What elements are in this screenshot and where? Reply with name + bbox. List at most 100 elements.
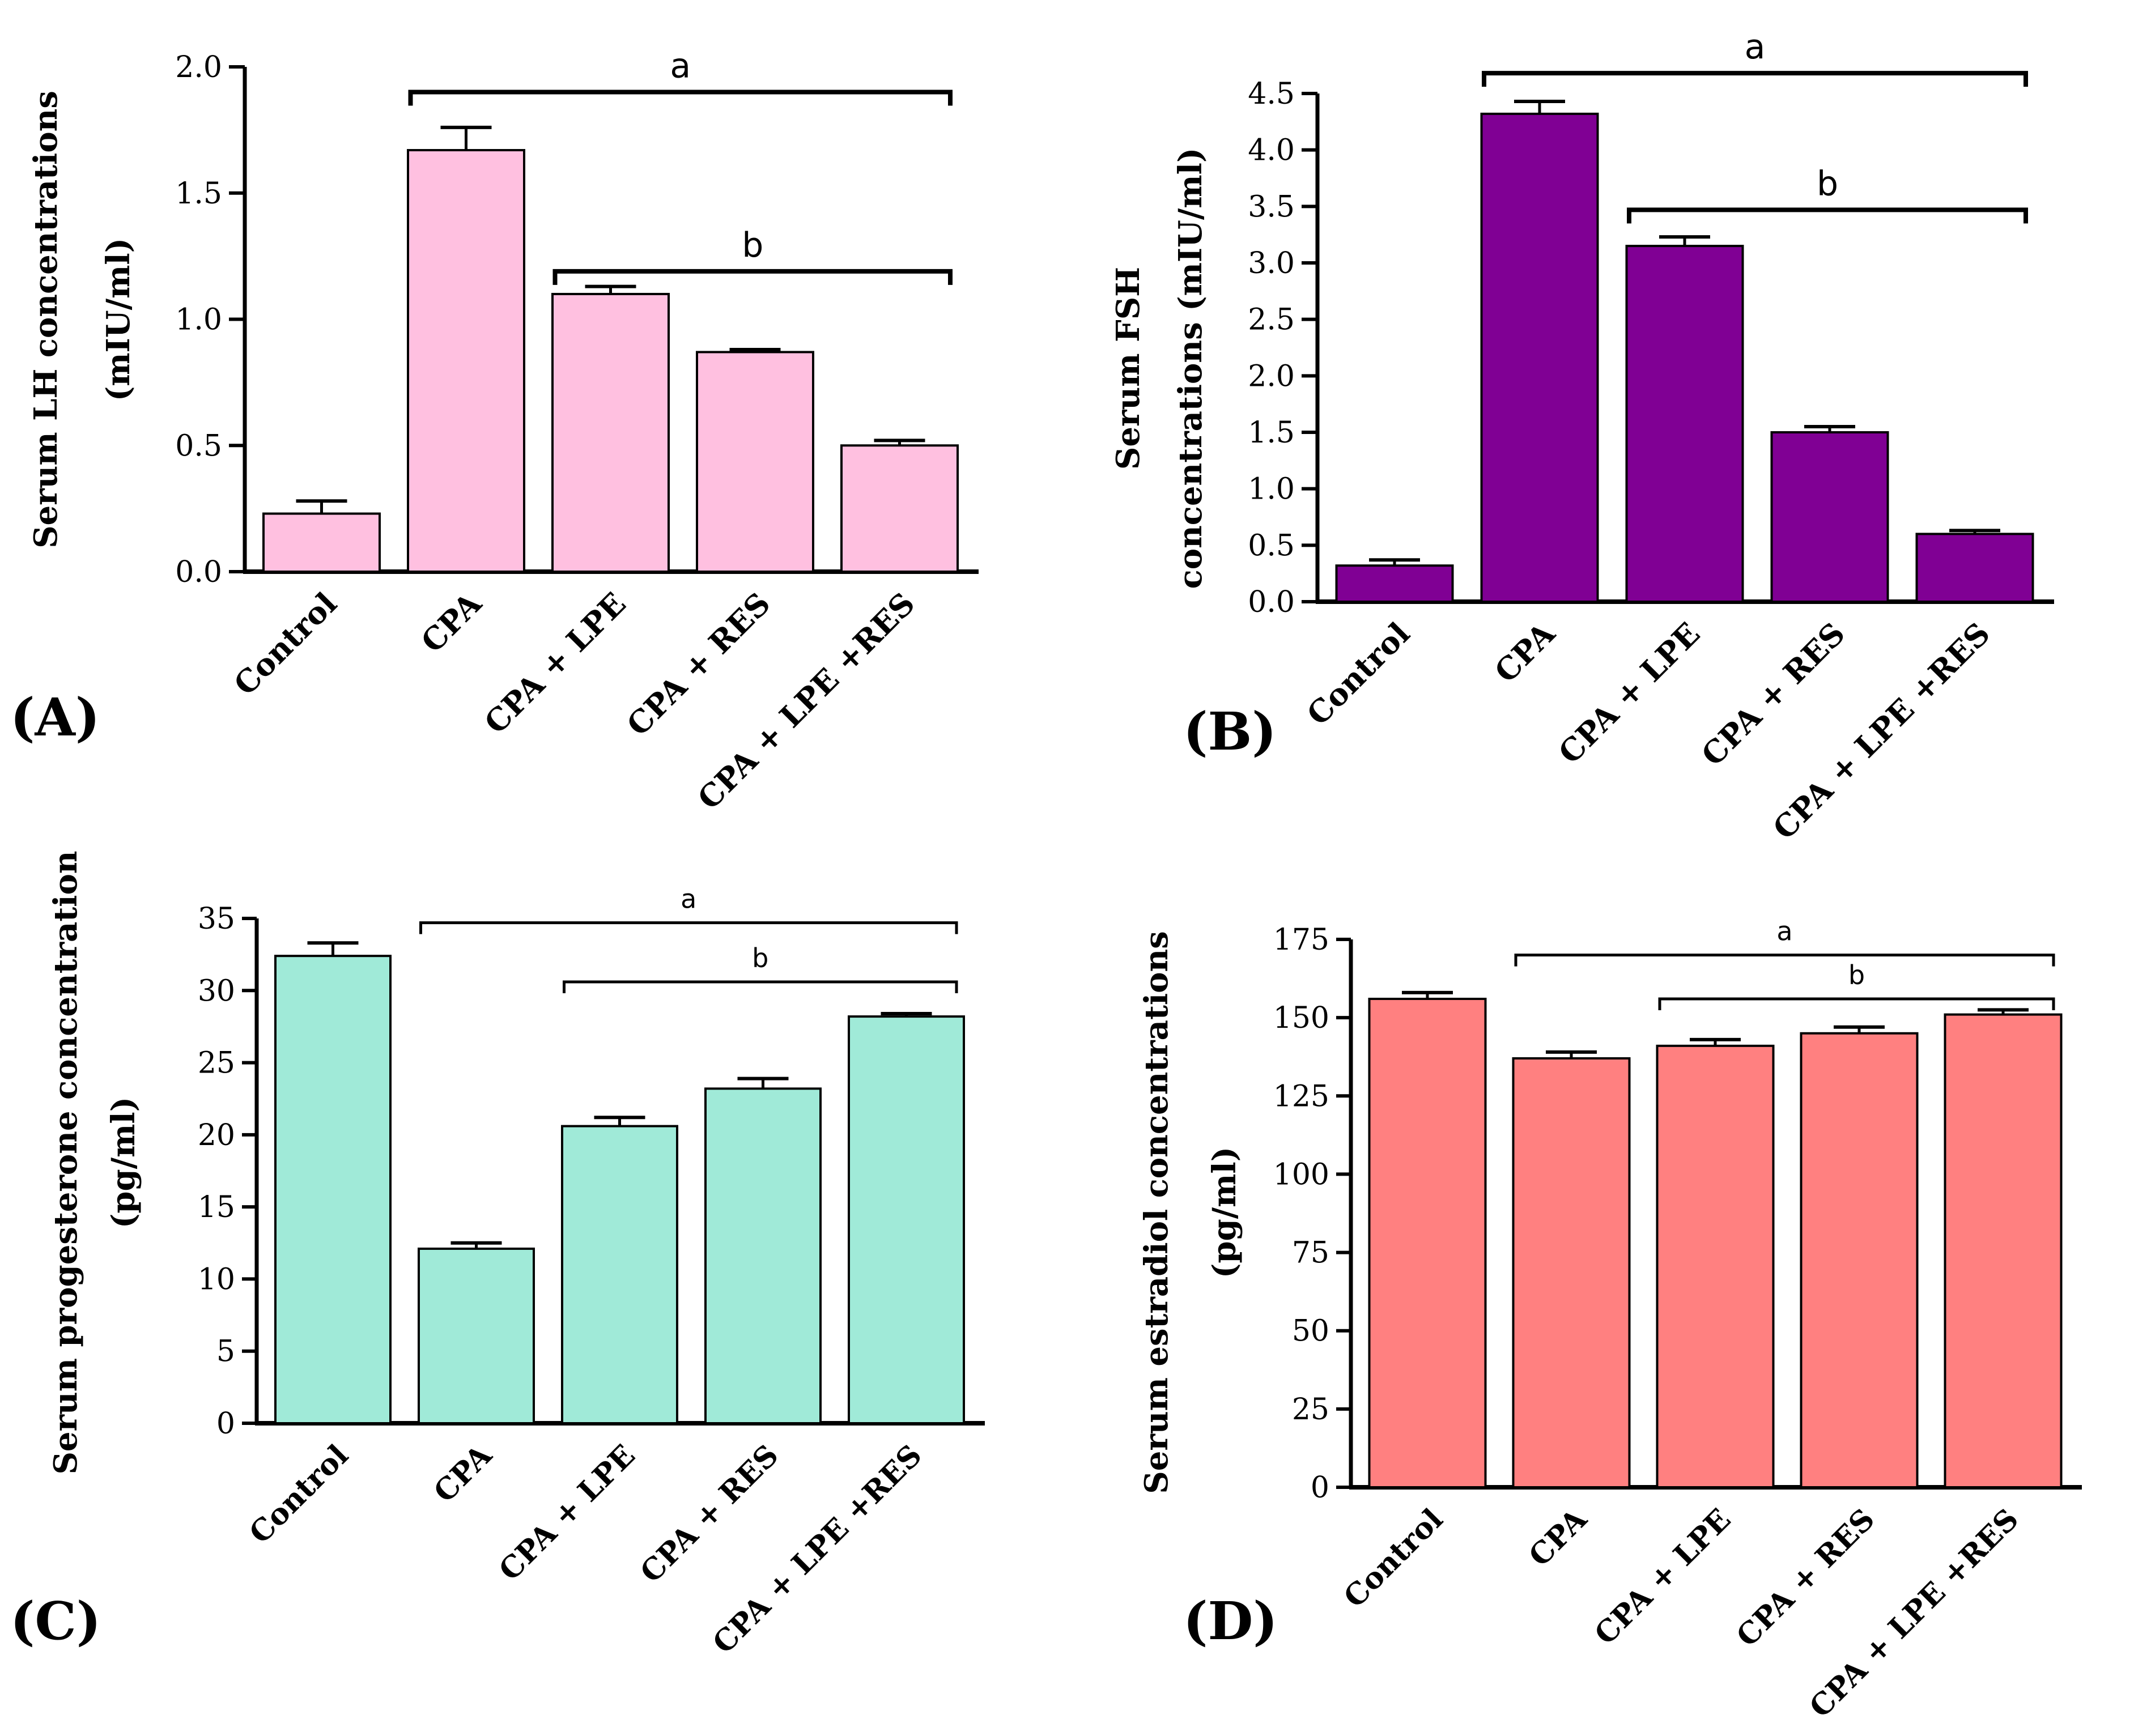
y-axis-label-line-2: (pg/ml): [105, 1097, 142, 1228]
x-tick-label: Control: [227, 585, 344, 703]
y-axis-label-line-1: Serum FSH: [1109, 267, 1147, 470]
x-tick-label: CPA: [414, 585, 488, 659]
significance-label: a: [1776, 916, 1792, 947]
significance-bracket: [1482, 71, 2028, 87]
y-axis-label-line-2: (mIU/ml): [100, 238, 137, 401]
x-tick-label: CPA + LPE: [1588, 1502, 1737, 1652]
y-axis-label: Serum FSH concentrations (mIU/ml): [1109, 148, 1209, 589]
y-tick-label: 100: [1273, 1158, 1329, 1192]
bar: [1480, 112, 1599, 603]
x-tick-label: CPA + RES: [1694, 615, 1852, 773]
significance-bracket: [1514, 954, 2055, 967]
y-tick-label: 150: [1273, 1001, 1329, 1035]
y-tick-label: 0: [216, 1407, 235, 1441]
significance-label: b: [1817, 164, 1838, 203]
y-axis-label-line-2: (pg/ml): [1206, 1147, 1243, 1278]
x-tick-label: CPA: [1487, 615, 1562, 690]
y-axis-label: Serum progesterone concentration (pg/ml): [47, 850, 142, 1474]
y-tick-label: 1.5: [175, 177, 222, 211]
x-tick-label: CPA + RES: [634, 1438, 785, 1589]
bar: [1800, 1032, 1919, 1489]
bar: [274, 955, 392, 1424]
x-tick-label: CPA + LPE: [492, 1438, 642, 1588]
y-tick-label: 2.0: [1248, 359, 1295, 393]
y-tick-label: 25: [198, 1046, 235, 1080]
chart-panel-d: Serum estradiol concentrations (pg/ml) (…: [1138, 916, 2082, 1725]
y-axis-label-line-2: concentrations (mIU/ml): [1172, 148, 1209, 589]
y-tick-label: 3.5: [1248, 190, 1295, 224]
x-tick-label: CPA + RES: [1730, 1502, 1881, 1653]
bar: [1512, 1057, 1631, 1488]
significance-bracket: [1658, 997, 2055, 1010]
y-tick-label: 0: [1311, 1471, 1329, 1505]
y-tick-label: 15: [198, 1190, 235, 1224]
x-tick-label: Control: [1300, 615, 1417, 733]
y-axis-label-line-1: Serum estradiol concentrations: [1138, 931, 1175, 1494]
y-tick-label: 0.5: [1248, 529, 1295, 563]
y-tick-label: 5: [216, 1335, 235, 1369]
y-tick-label: 10: [198, 1262, 235, 1296]
bar: [551, 292, 670, 573]
significance-bracket: [419, 921, 958, 934]
bar: [1368, 997, 1487, 1488]
y-tick-label: 0.5: [175, 429, 222, 463]
panel-label: (D): [1183, 1590, 1278, 1652]
chart-panel-b: Serum FSH concentrations (mIU/ml) (B) 0.…: [1109, 27, 2054, 846]
y-tick-label: 2.5: [1248, 303, 1295, 337]
y-tick-label: 4.5: [1248, 77, 1295, 111]
significance-label: b: [752, 943, 768, 973]
y-axis-label: Serum estradiol concentrations (pg/ml): [1138, 931, 1243, 1494]
x-tick-label: CPA: [1522, 1502, 1593, 1573]
x-tick-label: Control: [243, 1438, 355, 1551]
y-tick-label: 20: [198, 1118, 235, 1152]
bar: [561, 1125, 678, 1424]
bar: [848, 1015, 965, 1424]
y-tick-label: 175: [1273, 923, 1329, 957]
x-tick-label: CPA + LPE: [1551, 615, 1707, 771]
bar: [696, 351, 814, 573]
y-tick-label: 1.0: [175, 303, 222, 337]
y-tick-label: 35: [198, 902, 235, 936]
significance-bracket: [1627, 207, 2028, 224]
bar: [704, 1087, 822, 1424]
y-tick-label: 50: [1292, 1314, 1329, 1348]
bar: [1656, 1044, 1775, 1488]
significance-bracket: [552, 269, 953, 285]
significance-label: b: [742, 225, 763, 265]
significance-bracket: [563, 980, 958, 994]
y-tick-label: 75: [1292, 1236, 1329, 1270]
y-axis-label: Serum LH concentrations (mIU/ml): [27, 91, 137, 548]
x-tick-label: CPA: [427, 1438, 499, 1509]
significance-label: a: [681, 884, 696, 914]
significance-label: b: [1848, 960, 1865, 990]
bar: [418, 1247, 535, 1424]
bar: [262, 512, 381, 573]
y-tick-label: 0.0: [175, 555, 222, 589]
panel-label: (C): [10, 1590, 101, 1652]
x-tick-label: Control: [1337, 1502, 1450, 1615]
panel-label: (B): [1183, 701, 1277, 762]
bar: [1915, 533, 2034, 603]
y-tick-label: 0.0: [1248, 585, 1295, 619]
y-tick-label: 30: [198, 974, 235, 1008]
significance-label: a: [670, 46, 691, 86]
bar: [1625, 245, 1744, 603]
y-tick-label: 125: [1273, 1079, 1329, 1113]
x-tick-label: CPA + RES: [619, 585, 777, 743]
significance-bracket: [408, 90, 953, 106]
bar: [1335, 564, 1454, 603]
panel-label: (A): [10, 687, 100, 748]
y-tick-label: 1.0: [1248, 473, 1295, 507]
significance-label: a: [1745, 27, 1766, 67]
y-tick-label: 3.0: [1248, 246, 1295, 280]
y-tick-label: 25: [1292, 1393, 1329, 1427]
chart-panel-a: Serum LH concentrations (mIU/ml) (A) 0.0…: [10, 46, 979, 816]
y-axis-label-line-1: Serum LH concentrations: [27, 91, 65, 548]
bar: [1770, 431, 1889, 603]
bar: [1944, 1013, 2063, 1489]
chart-panel-c: Serum progesterone concentration (pg/ml)…: [10, 850, 985, 1661]
y-tick-label: 1.5: [1248, 416, 1295, 450]
x-tick-label: CPA + LPE: [477, 585, 632, 741]
y-tick-label: 2.0: [175, 50, 222, 84]
